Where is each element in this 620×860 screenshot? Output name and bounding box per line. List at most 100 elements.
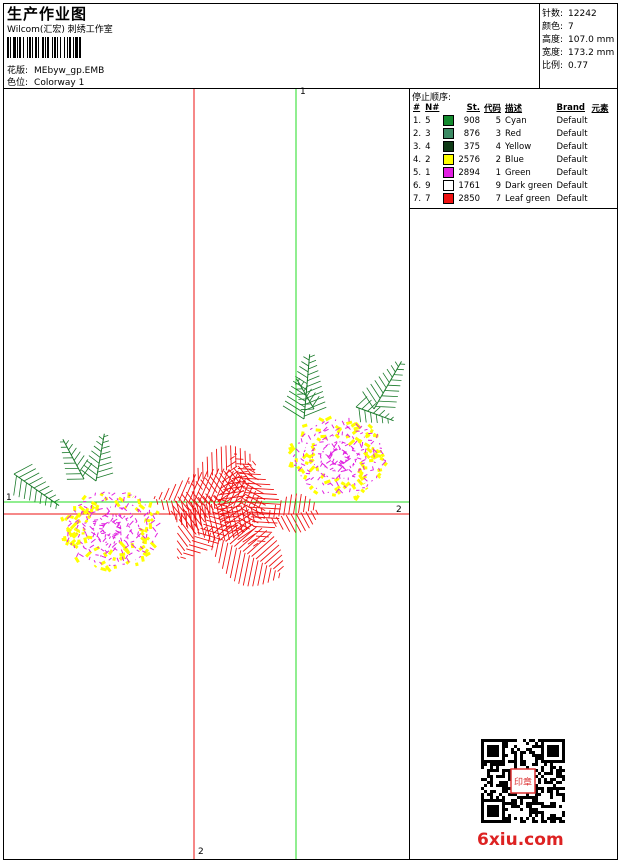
- qr-module: [511, 748, 514, 751]
- color-swatch: [443, 167, 455, 178]
- leaf-stitches: [188, 445, 257, 494]
- table-row: 3. 4 375 4 Yellow Default: [411, 140, 611, 153]
- qr-module: [559, 793, 562, 796]
- qr-module: [511, 751, 514, 754]
- rose-petal-stitches: [66, 491, 161, 566]
- leaf-red-7: [217, 463, 266, 533]
- qr-module: [562, 787, 565, 790]
- qr-module: [505, 820, 508, 823]
- qr-module: [553, 766, 556, 769]
- qr-module: [538, 793, 541, 796]
- rose-petal-stitches: [292, 417, 387, 495]
- row-code: 4: [495, 141, 502, 152]
- qr-code: 印章: [481, 739, 565, 823]
- qr-module: [490, 793, 493, 796]
- qr-module: [481, 796, 484, 799]
- qr-module: [520, 796, 523, 799]
- row-description: Cyan: [505, 115, 527, 126]
- qr-module: [514, 793, 517, 796]
- barcode-bar: [35, 37, 37, 58]
- info-value: 107.0 mm: [568, 35, 615, 45]
- qr-module: [514, 766, 517, 769]
- qr-module: [562, 799, 565, 802]
- qr-module: [505, 745, 508, 748]
- qr-module: [550, 790, 553, 793]
- qr-module: [484, 763, 487, 766]
- qr-module: [505, 802, 508, 805]
- table-row: 2. 3 876 3 Red Default: [411, 127, 611, 140]
- qr-module: [481, 787, 484, 790]
- frond-leaflets: [13, 463, 60, 509]
- qr-module: [553, 814, 556, 817]
- color-swatch: [443, 193, 455, 204]
- qr-module: [541, 766, 544, 769]
- row-needle: 2: [425, 154, 431, 165]
- design-canvas: [4, 89, 409, 859]
- row-stitches: 2576: [458, 154, 481, 165]
- qr-module: [535, 769, 538, 772]
- qr-module: [535, 802, 538, 805]
- row-swatch: [441, 179, 456, 192]
- qr-module: [538, 757, 541, 760]
- barcode-bar: [64, 37, 65, 58]
- qr-module: [496, 763, 499, 766]
- color-swatch: [443, 154, 455, 165]
- qr-module: [535, 808, 538, 811]
- qr-module: [520, 757, 523, 760]
- qr-module: [556, 817, 559, 820]
- barcode-bar: [29, 37, 31, 58]
- qr-module: [541, 811, 544, 814]
- frond-leaflets: [355, 396, 394, 424]
- rose-left: [60, 491, 161, 573]
- qr-module: [502, 787, 505, 790]
- qr-module: [511, 760, 514, 763]
- row-swatch: [441, 127, 456, 140]
- qr-module: [529, 796, 532, 799]
- qr-module: [550, 778, 553, 781]
- qr-module: [562, 793, 565, 796]
- qr-module: [502, 781, 505, 784]
- table-divider: [409, 208, 618, 209]
- qr-module: [514, 751, 517, 754]
- info-label: 颜色:: [542, 22, 564, 32]
- qr-module: [517, 748, 520, 751]
- qr-module: [556, 769, 559, 772]
- qr-module: [505, 790, 508, 793]
- barcode-bar: [10, 37, 11, 58]
- qr-module: [559, 775, 562, 778]
- qr-module: [556, 793, 559, 796]
- fern-far-right-low: [355, 396, 394, 424]
- colorway-label: 色位:: [7, 78, 29, 88]
- qr-module: [487, 772, 490, 775]
- qr-module: [559, 820, 562, 823]
- qr-module: [493, 769, 496, 772]
- qr-module: [550, 793, 553, 796]
- qr-module: [544, 805, 547, 808]
- qr-module: [502, 784, 505, 787]
- qr-module: [553, 778, 556, 781]
- qr-module: [520, 817, 523, 820]
- qr-module: [526, 817, 529, 820]
- frond-leaflets: [294, 377, 320, 411]
- row-index: 1.: [413, 115, 422, 126]
- info-label: 高度:: [542, 35, 564, 45]
- row-code: 3: [495, 128, 502, 139]
- qr-module: [496, 784, 499, 787]
- qr-module: [526, 796, 529, 799]
- barcode-bar: [69, 37, 71, 58]
- col-element: 元素: [591, 103, 609, 114]
- row-stitches: 375: [463, 141, 481, 152]
- qr-module: [532, 820, 535, 823]
- qr-seal-border: [510, 768, 536, 794]
- qr-module: [544, 781, 547, 784]
- qr-module: [550, 796, 553, 799]
- qr-module: [535, 775, 538, 778]
- qr-module: [514, 757, 517, 760]
- embroidery-preview: 1 1 2 2: [4, 87, 409, 859]
- qr-module: [541, 769, 544, 772]
- barcode: [7, 37, 81, 58]
- design-file-value: MEbyw_gp.EMB: [34, 66, 105, 76]
- row-code: 2: [495, 154, 502, 165]
- qr-module: [553, 787, 556, 790]
- qr-module: [484, 778, 487, 781]
